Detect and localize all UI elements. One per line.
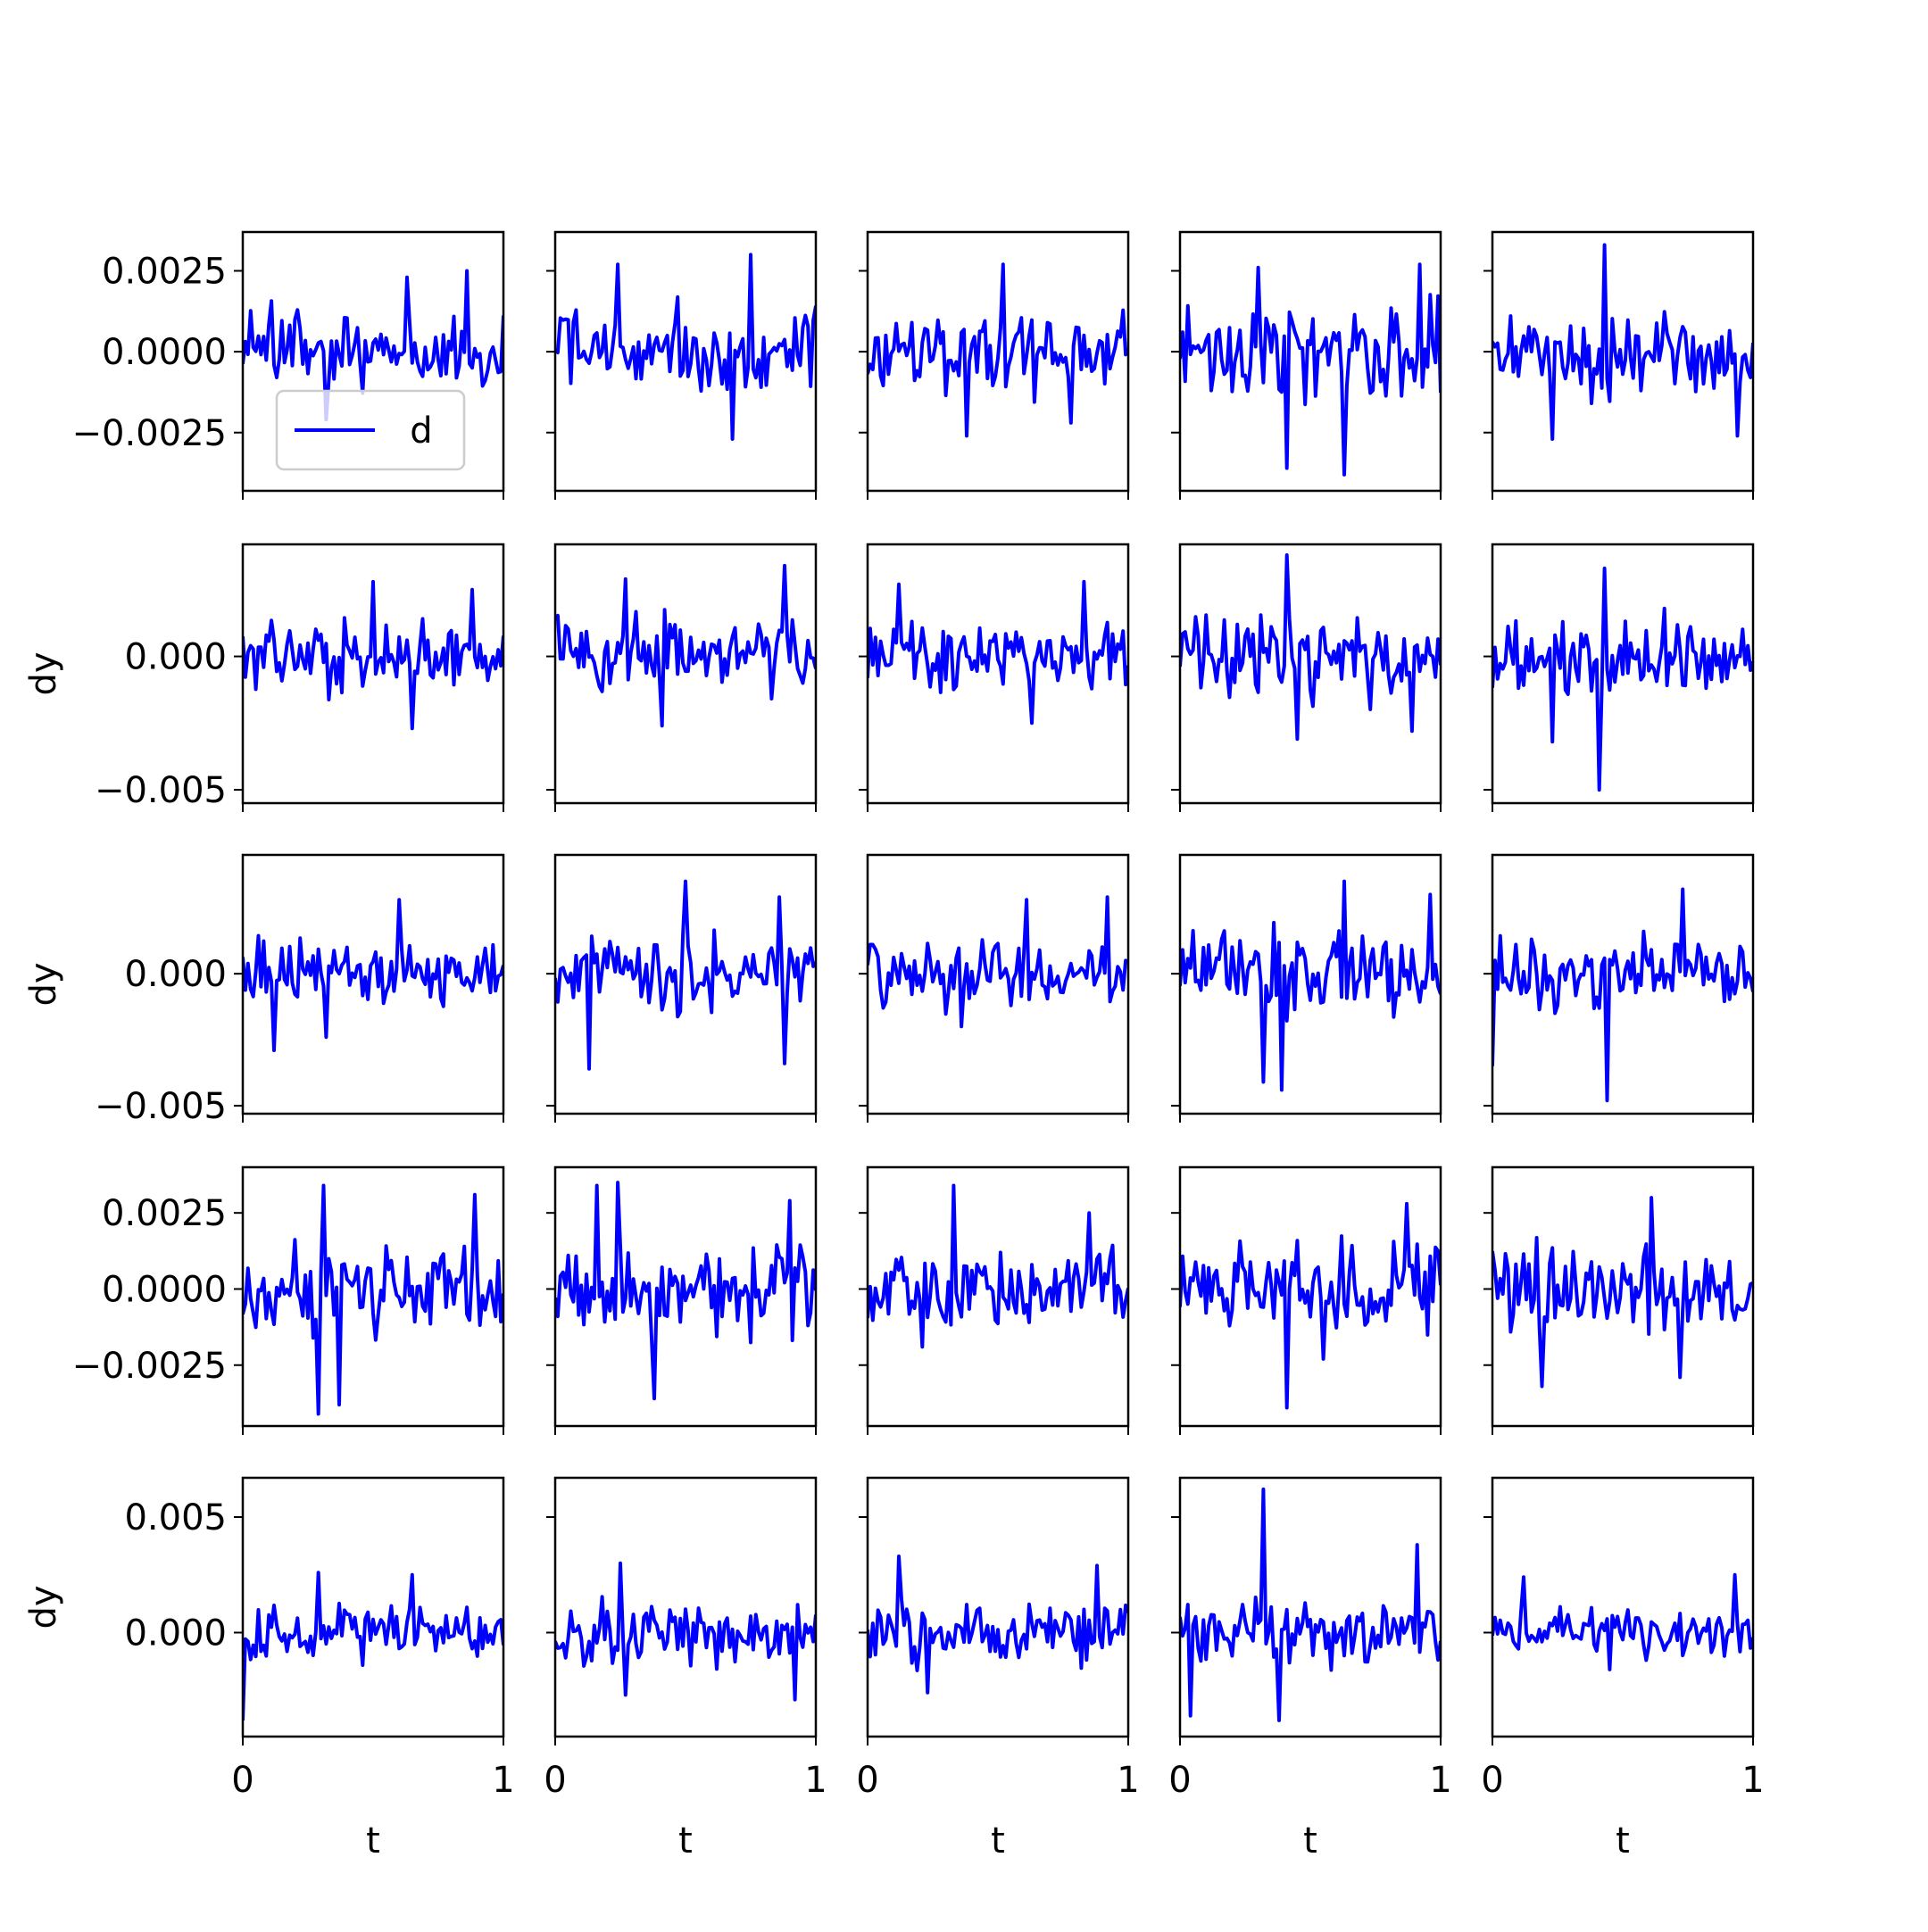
axes-frame (553, 543, 818, 805)
y-tick-label: −0.0025 (72, 1346, 227, 1387)
series-line (555, 253, 816, 441)
axes-frame (866, 543, 1130, 805)
axes-frame (241, 1165, 505, 1428)
series-line (243, 579, 503, 731)
series-line (1492, 1196, 1753, 1389)
x-tick-label: 0 (1481, 1760, 1503, 1801)
y-tick-label: 0.005 (124, 1497, 227, 1538)
axes-frame (1491, 1476, 1755, 1738)
y-axis-label: dy (23, 1585, 64, 1629)
series-line (868, 262, 1128, 438)
series-line (1180, 1487, 1441, 1722)
axes-frame (1491, 853, 1755, 1115)
y-tick-label: 0.0000 (102, 332, 227, 373)
x-tick-label: 0 (1168, 1760, 1191, 1801)
axes-frame (866, 230, 1130, 493)
y-tick-label: 0.000 (124, 1613, 227, 1654)
x-tick-label: 1 (1741, 1760, 1764, 1801)
x-tick-label: 1 (1429, 1760, 1451, 1801)
series-line (868, 1183, 1128, 1349)
axes-frame (1178, 543, 1442, 805)
x-tick-label: 1 (804, 1760, 827, 1801)
series-line (555, 563, 816, 728)
x-tick-label: 1 (492, 1760, 514, 1801)
series-line (1492, 887, 1753, 1103)
y-tick-label: 0.0000 (102, 1269, 227, 1310)
y-tick-label: −0.005 (95, 1086, 227, 1127)
axes-frame (553, 230, 818, 493)
series-line (243, 1183, 503, 1416)
series-line (1492, 243, 1753, 441)
axes-frame (241, 230, 505, 493)
series-line (868, 895, 1128, 1029)
axes-frame (1178, 1165, 1442, 1428)
series-line (1492, 566, 1753, 792)
x-axis-label: t (366, 1820, 380, 1862)
axes-frame (866, 1165, 1130, 1428)
y-tick-label: 0.0025 (102, 1193, 227, 1234)
series-line (555, 1181, 816, 1401)
series-line (243, 898, 503, 1052)
axes-frame (1491, 1165, 1755, 1428)
axes-frame (866, 853, 1130, 1115)
x-axis-label: t (1616, 1820, 1630, 1862)
axes-frame (1178, 230, 1442, 493)
series-line (243, 269, 503, 422)
axes-frame (553, 853, 818, 1115)
series-line (1180, 553, 1441, 742)
y-tick-label: 0.000 (124, 954, 227, 995)
series-line (1180, 1201, 1441, 1410)
axes-frame (241, 543, 505, 805)
y-tick-label: 0.000 (124, 637, 227, 678)
series-line (1180, 879, 1441, 1092)
axes-frame (866, 1476, 1130, 1738)
y-tick-label: −0.0025 (72, 413, 227, 454)
axes-frame (1491, 230, 1755, 493)
y-tick-label: −0.005 (95, 770, 227, 811)
axes-frame (1178, 1476, 1442, 1738)
x-tick-label: 0 (544, 1760, 566, 1801)
x-tick-label: 1 (1117, 1760, 1139, 1801)
axes-frame (553, 1165, 818, 1428)
series-line (555, 879, 816, 1071)
x-axis-label: t (678, 1820, 693, 1862)
series-line (868, 579, 1128, 726)
x-tick-label: 0 (231, 1760, 253, 1801)
series-line (1492, 1572, 1753, 1671)
axes-frame (241, 1476, 505, 1738)
x-axis-label: t (991, 1820, 1005, 1862)
series-line (1180, 262, 1441, 477)
x-tick-label: 0 (856, 1760, 878, 1801)
y-tick-label: 0.0025 (102, 252, 227, 293)
axes-frame (553, 1476, 818, 1738)
series-line (555, 1561, 816, 1702)
axes-frame (1491, 543, 1755, 805)
legend-label: d (410, 410, 432, 452)
series-line (243, 1571, 503, 1721)
y-axis-label: dy (23, 651, 64, 695)
axes-frame (1178, 853, 1442, 1115)
x-axis-label: t (1303, 1820, 1317, 1862)
axes-frame (241, 853, 505, 1115)
series-line (868, 1555, 1128, 1695)
y-axis-label: dy (23, 962, 64, 1006)
